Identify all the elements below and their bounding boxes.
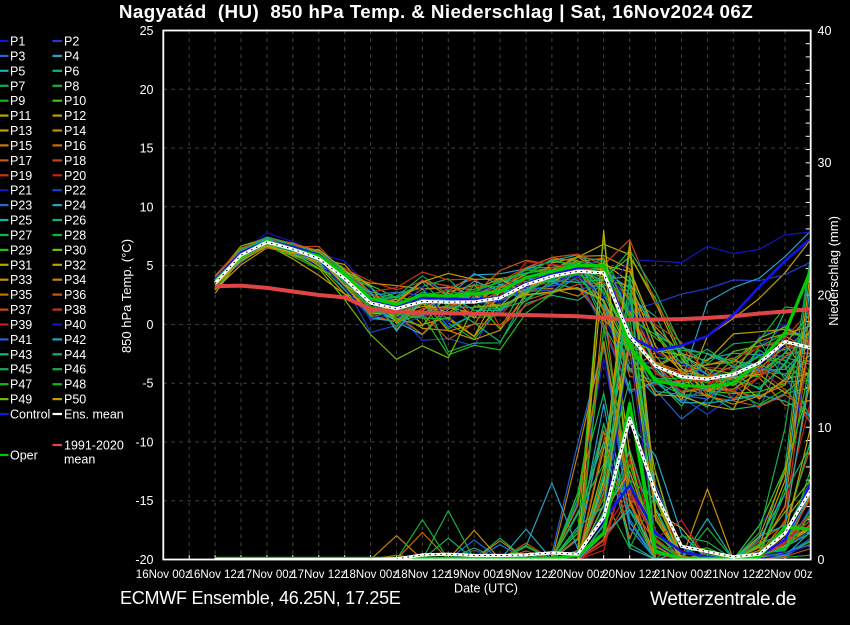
svg-text:-15: -15	[135, 494, 153, 508]
svg-text:18Nov 12z: 18Nov 12z	[395, 569, 450, 581]
svg-text:P14: P14	[64, 124, 86, 138]
svg-text:Ens. mean: Ens. mean	[64, 408, 124, 422]
svg-text:P22: P22	[64, 184, 86, 198]
svg-text:Control: Control	[10, 408, 50, 422]
svg-text:10: 10	[140, 200, 154, 214]
svg-text:P17: P17	[10, 154, 32, 168]
svg-text:P20: P20	[64, 169, 86, 183]
svg-text:P41: P41	[10, 333, 32, 347]
svg-text:P30: P30	[64, 243, 86, 257]
svg-text:P40: P40	[64, 318, 86, 332]
svg-text:17Nov 12z: 17Nov 12z	[291, 569, 346, 581]
svg-text:P45: P45	[10, 363, 32, 377]
svg-text:P35: P35	[10, 288, 32, 302]
svg-text:P31: P31	[10, 258, 32, 272]
svg-text:P49: P49	[10, 393, 32, 407]
svg-text:P46: P46	[64, 363, 86, 377]
svg-text:15: 15	[140, 142, 154, 156]
svg-text:P1: P1	[10, 35, 25, 49]
svg-text:17Nov 00z: 17Nov 00z	[239, 569, 294, 581]
svg-text:ECMWF Ensemble, 46.25N, 17.25E: ECMWF Ensemble, 46.25N, 17.25E	[120, 588, 401, 608]
svg-text:P4: P4	[64, 49, 79, 63]
svg-text:Date (UTC): Date (UTC)	[454, 582, 518, 596]
svg-text:P37: P37	[10, 303, 32, 317]
svg-text:P23: P23	[10, 199, 32, 213]
svg-text:P27: P27	[10, 229, 32, 243]
svg-text:40: 40	[818, 24, 832, 38]
svg-text:1991-2020: 1991-2020	[64, 439, 124, 453]
svg-text:P39: P39	[10, 318, 32, 332]
svg-text:Niederschlag (mm): Niederschlag (mm)	[826, 216, 841, 326]
svg-text:10: 10	[818, 421, 832, 435]
svg-text:P9: P9	[10, 94, 25, 108]
svg-text:P21: P21	[10, 184, 32, 198]
svg-text:19Nov 12z: 19Nov 12z	[499, 569, 554, 581]
svg-text:Nagyatád (HU) 850 hPa Temp.: Nagyatád (HU) 850 hPa Temp. & Niederschl…	[119, 1, 753, 22]
svg-text:19Nov 00z: 19Nov 00z	[447, 569, 502, 581]
svg-text:-20: -20	[135, 553, 153, 567]
svg-text:P6: P6	[64, 64, 79, 78]
svg-text:16Nov 00z: 16Nov 00z	[136, 569, 191, 581]
svg-text:P5: P5	[10, 64, 25, 78]
svg-text:850 hPa Temp. (°C): 850 hPa Temp. (°C)	[119, 239, 134, 353]
svg-text:P16: P16	[64, 139, 86, 153]
svg-text:20Nov 12z: 20Nov 12z	[602, 569, 657, 581]
svg-text:P50: P50	[64, 393, 86, 407]
svg-text:P43: P43	[10, 348, 32, 362]
svg-text:P7: P7	[10, 79, 25, 93]
svg-text:-5: -5	[142, 377, 153, 391]
svg-text:Oper: Oper	[10, 449, 38, 463]
svg-text:Wetterzentrale.de: Wetterzentrale.de	[650, 589, 796, 610]
svg-text:22Nov 00z: 22Nov 00z	[758, 569, 813, 581]
svg-text:P42: P42	[64, 333, 86, 347]
svg-text:20Nov 00z: 20Nov 00z	[550, 569, 605, 581]
svg-text:mean: mean	[64, 453, 95, 467]
svg-text:P28: P28	[64, 229, 86, 243]
svg-text:P10: P10	[64, 94, 86, 108]
svg-text:21Nov 12z: 21Nov 12z	[706, 569, 761, 581]
svg-text:P19: P19	[10, 169, 32, 183]
svg-text:P24: P24	[64, 199, 86, 213]
svg-text:21Nov 00z: 21Nov 00z	[654, 569, 709, 581]
svg-text:P13: P13	[10, 124, 32, 138]
svg-text:P44: P44	[64, 348, 86, 362]
svg-text:P15: P15	[10, 139, 32, 153]
svg-text:P12: P12	[64, 109, 86, 123]
svg-text:P29: P29	[10, 243, 32, 257]
svg-text:0: 0	[147, 318, 154, 332]
svg-text:25: 25	[140, 24, 154, 38]
svg-text:30: 30	[818, 156, 832, 170]
svg-text:P38: P38	[64, 303, 86, 317]
svg-text:P48: P48	[64, 378, 86, 392]
svg-text:18Nov 00z: 18Nov 00z	[343, 569, 398, 581]
svg-text:P11: P11	[10, 109, 31, 123]
svg-text:-10: -10	[135, 435, 153, 449]
svg-text:P8: P8	[64, 79, 79, 93]
svg-text:P26: P26	[64, 214, 86, 228]
svg-text:P18: P18	[64, 154, 86, 168]
svg-text:20: 20	[818, 289, 832, 303]
svg-text:P36: P36	[64, 288, 86, 302]
svg-text:P3: P3	[10, 49, 25, 63]
svg-text:P33: P33	[10, 273, 32, 287]
svg-text:16Nov 12z: 16Nov 12z	[188, 569, 243, 581]
svg-text:0: 0	[818, 553, 825, 567]
svg-text:5: 5	[147, 259, 154, 273]
svg-text:P47: P47	[10, 378, 32, 392]
svg-text:P34: P34	[64, 273, 86, 287]
svg-text:P32: P32	[64, 258, 86, 272]
svg-text:20: 20	[140, 83, 154, 97]
svg-text:P2: P2	[64, 35, 79, 49]
svg-text:P25: P25	[10, 214, 32, 228]
